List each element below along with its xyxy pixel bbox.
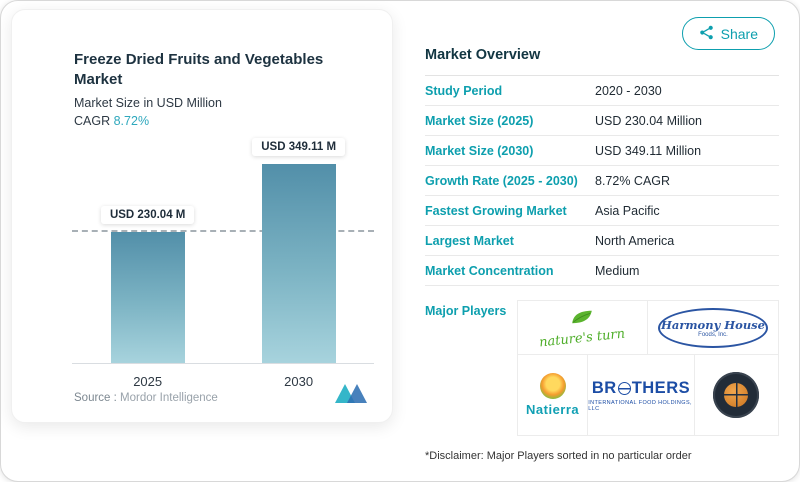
brothers-subtext: INTERNATIONAL FOOD HOLDINGS, LLC bbox=[588, 399, 692, 412]
logo-cell-harmony-house: Harmony House Foods, Inc. bbox=[648, 301, 778, 354]
source-label: Source : bbox=[74, 392, 117, 404]
harmony-house-wordmark: Harmony House bbox=[661, 317, 765, 332]
x-axis-label-2030: 2030 bbox=[284, 374, 314, 389]
overview-row-label: Market Size (2030) bbox=[425, 143, 534, 158]
logo-cell-natures-turn: nature's turn bbox=[518, 301, 648, 354]
overview-row-value: 8.72% CAGR bbox=[595, 173, 671, 188]
logo-cell-natierra: Natierra bbox=[518, 355, 589, 435]
source-line: Source : Mordor Intelligence bbox=[74, 392, 218, 404]
bar-group-2025: USD 230.04 M 2025 bbox=[100, 124, 195, 389]
overview-row: Market Size (2025) USD 230.04 Million bbox=[425, 106, 779, 136]
cagr-line: CAGR 8.72% bbox=[74, 114, 149, 128]
x-axis-label-2025: 2025 bbox=[133, 374, 163, 389]
bar-chart-plot: USD 230.04 M 2025 USD 349.11 M 2030 bbox=[72, 124, 374, 389]
overview-rows: Study Period 2020 - 2030 Market Size (20… bbox=[425, 76, 779, 286]
disclaimer-text: *Disclaimer: Major Players sorted in no … bbox=[425, 450, 692, 462]
circular-badge-logo bbox=[713, 372, 760, 418]
harmony-house-logo: Harmony House Foods, Inc. bbox=[658, 307, 768, 348]
bar-value-label-2025: USD 230.04 M bbox=[100, 206, 195, 224]
natierra-wordmark: Natierra bbox=[526, 402, 580, 417]
globe-icon bbox=[617, 381, 631, 395]
bar-group-2030: USD 349.11 M 2030 bbox=[252, 124, 346, 389]
logo-grid-row-1: nature's turn Harmony House Foods, Inc. bbox=[518, 301, 778, 355]
overview-row-label: Growth Rate (2025 - 2030) bbox=[425, 173, 578, 188]
source-value: Mordor Intelligence bbox=[120, 392, 218, 404]
overview-row: Market Concentration Medium bbox=[425, 256, 779, 286]
major-players-row: Major Players nature's turn bbox=[425, 300, 779, 436]
chart-card: Freeze Dried Fruits and Vegetables Marke… bbox=[11, 9, 393, 423]
chart-subtitle: Market Size in USD Million bbox=[74, 96, 222, 110]
overview-row: Study Period 2020 - 2030 bbox=[425, 76, 779, 106]
cagr-label: CAGR bbox=[74, 114, 111, 128]
logo-grid-row-2: Natierra BR THERS INTERNATIONAL FOOD HOLD… bbox=[518, 355, 778, 435]
market-overview-section: Market Overview Study Period 2020 - 2030… bbox=[425, 47, 779, 462]
brothers-logo: BR THERS INTERNATIONAL FOOD HOLDINGS, LLC bbox=[588, 379, 694, 412]
bar-2030 bbox=[261, 164, 336, 363]
bar-value-label-2030: USD 349.11 M bbox=[252, 138, 346, 156]
overview-row-label: Fastest Growing Market bbox=[425, 203, 567, 218]
cagr-value: 8.72% bbox=[113, 114, 150, 128]
overview-row-value: North America bbox=[595, 233, 675, 248]
overview-row-value: 2020 - 2030 bbox=[595, 83, 662, 98]
market-overview-title: Market Overview bbox=[425, 47, 779, 76]
overview-row-value: Medium bbox=[595, 263, 640, 278]
sunburst-icon bbox=[539, 373, 566, 399]
share-button-label: Share bbox=[720, 25, 758, 42]
overview-row-value: USD 349.11 Million bbox=[595, 143, 702, 158]
logo-cell-circular-badge bbox=[695, 355, 778, 435]
leaf-icon bbox=[569, 309, 595, 330]
natierra-logo: Natierra bbox=[526, 373, 579, 417]
share-button[interactable]: Share bbox=[681, 17, 775, 50]
reference-dashed-line bbox=[72, 230, 374, 232]
logo-cell-brothers: BR THERS INTERNATIONAL FOOD HOLDINGS, LLC bbox=[588, 355, 695, 435]
chart-title: Freeze Dried Fruits and Vegetables Marke… bbox=[74, 51, 324, 88]
overview-row-value: USD 230.04 Million bbox=[595, 113, 702, 128]
overview-row-label: Largest Market bbox=[425, 233, 514, 248]
brothers-wordmark: BR THERS bbox=[591, 378, 691, 397]
harmony-house-subtext: Foods, Inc. bbox=[698, 331, 728, 338]
natures-turn-wordmark: nature's turn bbox=[538, 326, 627, 351]
major-players-logo-grid: nature's turn Harmony House Foods, Inc. bbox=[517, 300, 779, 436]
mordor-intelligence-logo-icon bbox=[332, 381, 372, 410]
overview-row: Market Size (2030) USD 349.11 Million bbox=[425, 136, 779, 166]
bar-2025 bbox=[110, 232, 185, 363]
overview-row-label: Study Period bbox=[425, 83, 503, 98]
overview-row-label: Market Size (2025) bbox=[425, 113, 534, 128]
major-players-label: Major Players bbox=[425, 304, 507, 318]
share-icon bbox=[699, 25, 714, 43]
overview-row-value: Asia Pacific bbox=[595, 203, 660, 218]
globe-badge-icon bbox=[724, 383, 749, 407]
overview-row-label: Market Concentration bbox=[425, 263, 554, 278]
overview-row: Largest Market North America bbox=[425, 226, 779, 256]
overview-row: Fastest Growing Market Asia Pacific bbox=[425, 196, 779, 226]
overview-row: Growth Rate (2025 - 2030) 8.72% CAGR bbox=[425, 166, 779, 196]
natures-turn-logo: nature's turn bbox=[539, 309, 626, 350]
